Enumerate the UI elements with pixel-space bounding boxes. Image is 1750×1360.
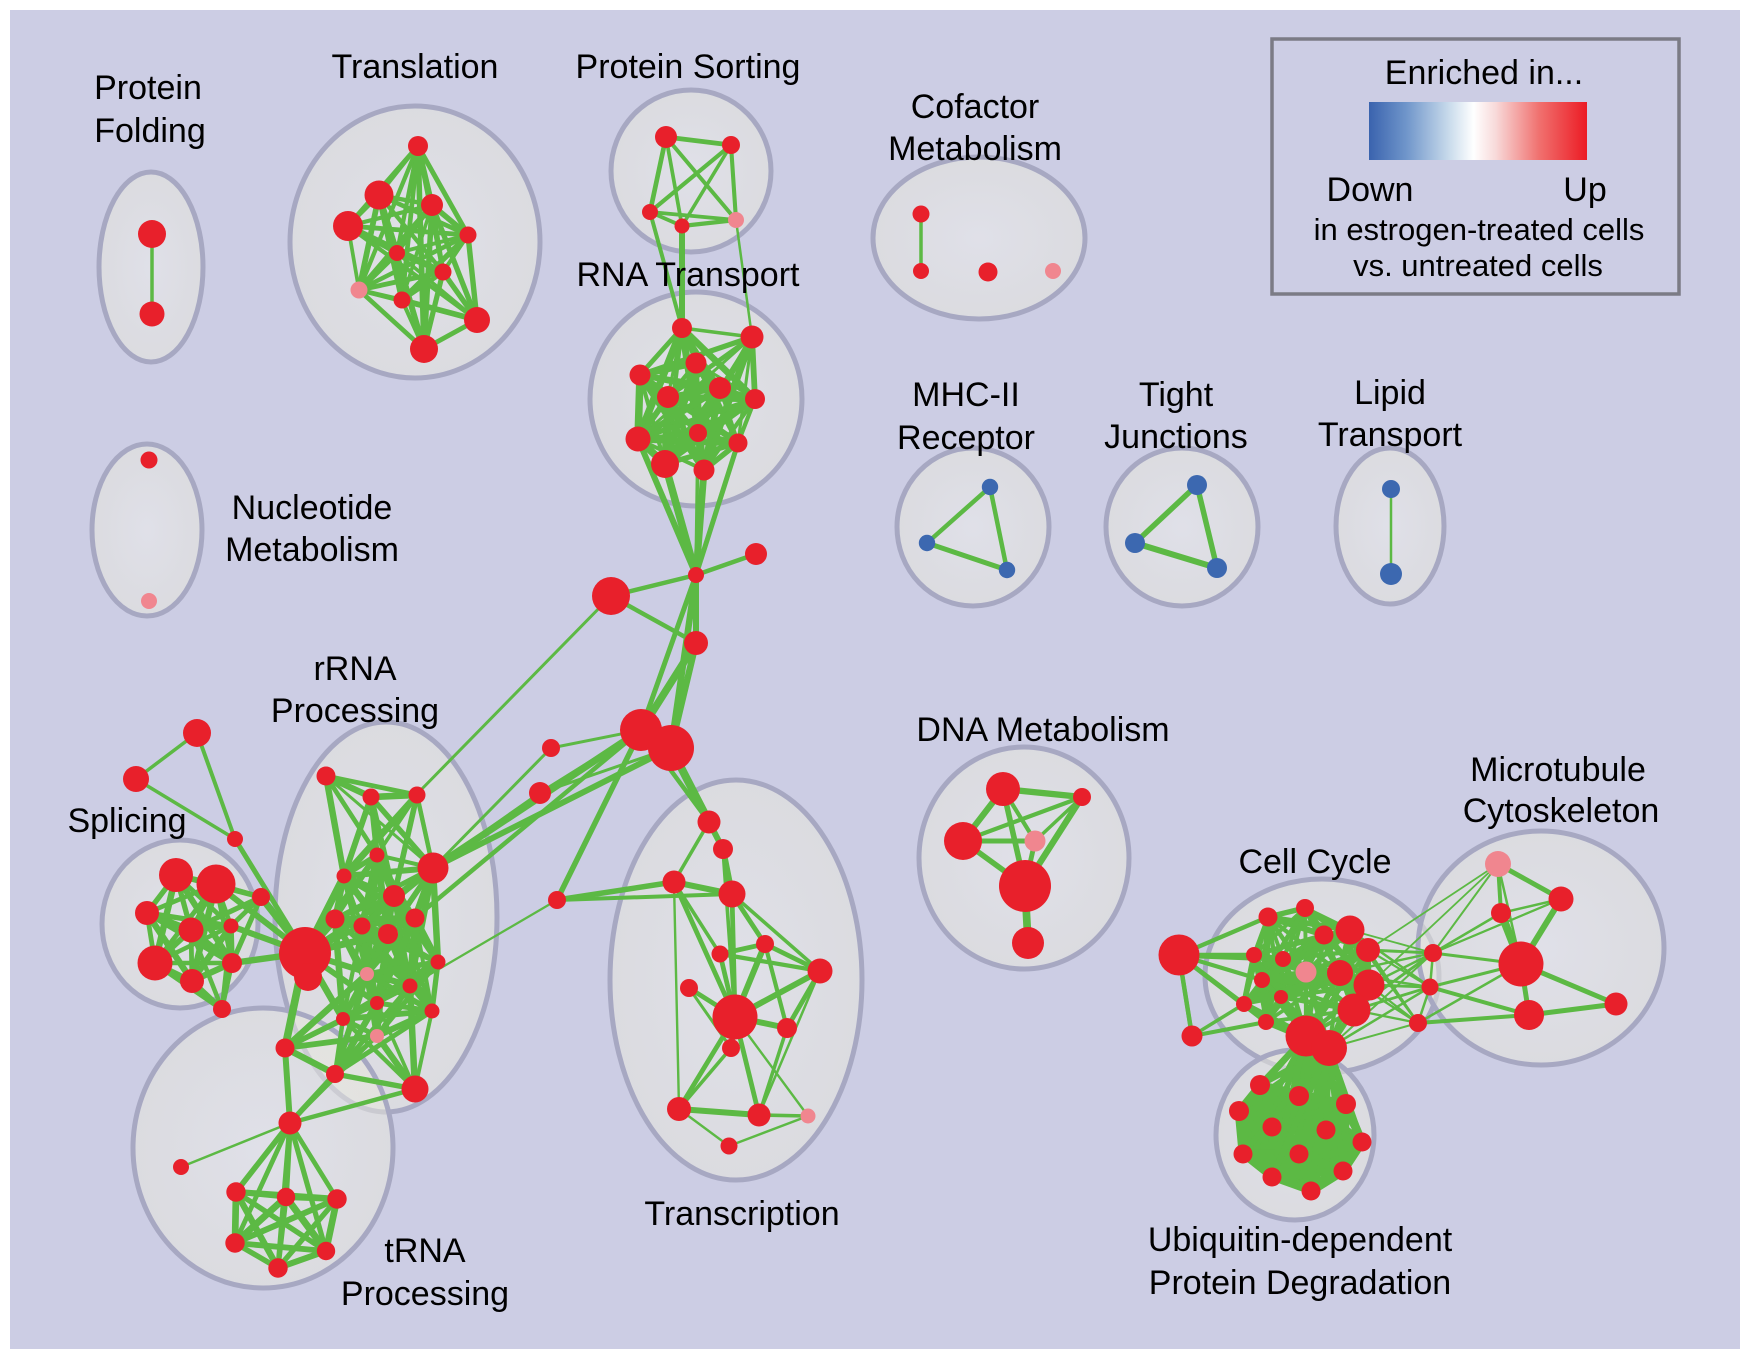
svg-text:Processing: Processing	[271, 692, 439, 730]
svg-text:Cell Cycle: Cell Cycle	[1238, 843, 1391, 881]
svg-text:Protein: Protein	[94, 69, 202, 107]
svg-text:rRNA: rRNA	[313, 650, 396, 688]
svg-text:Ubiquitin-dependent: Ubiquitin-dependent	[1148, 1221, 1453, 1259]
svg-text:Down: Down	[1327, 171, 1414, 209]
svg-text:Transport: Transport	[1318, 416, 1463, 454]
svg-text:Metabolism: Metabolism	[888, 130, 1062, 168]
svg-text:Processing: Processing	[341, 1275, 509, 1313]
svg-text:Cytoskeleton: Cytoskeleton	[1463, 792, 1660, 830]
svg-text:RNA Transport: RNA Transport	[577, 256, 801, 294]
svg-text:Translation: Translation	[332, 48, 499, 86]
svg-text:tRNA: tRNA	[384, 1232, 466, 1270]
svg-text:Up: Up	[1563, 171, 1606, 209]
svg-text:Cofactor: Cofactor	[911, 88, 1040, 126]
svg-text:Tight: Tight	[1139, 376, 1214, 414]
svg-text:Junctions: Junctions	[1104, 418, 1248, 456]
svg-text:Enriched in...: Enriched in...	[1385, 54, 1583, 92]
svg-text:Folding: Folding	[94, 112, 206, 150]
svg-text:Protein Degradation: Protein Degradation	[1149, 1264, 1451, 1302]
svg-text:DNA Metabolism: DNA Metabolism	[916, 711, 1169, 749]
svg-text:MHC-II: MHC-II	[912, 376, 1020, 414]
svg-text:Metabolism: Metabolism	[225, 531, 399, 569]
svg-text:Receptor: Receptor	[897, 419, 1035, 457]
svg-text:Lipid: Lipid	[1354, 374, 1426, 412]
svg-text:Microtubule: Microtubule	[1470, 751, 1646, 789]
svg-text:Transcription: Transcription	[644, 1195, 839, 1233]
svg-text:Nucleotide: Nucleotide	[232, 489, 393, 527]
svg-text:Protein Sorting: Protein Sorting	[576, 48, 801, 86]
svg-text:in estrogen-treated cells: in estrogen-treated cells	[1314, 212, 1645, 247]
svg-text:vs. untreated cells: vs. untreated cells	[1353, 248, 1603, 283]
svg-text:Splicing: Splicing	[67, 802, 186, 840]
